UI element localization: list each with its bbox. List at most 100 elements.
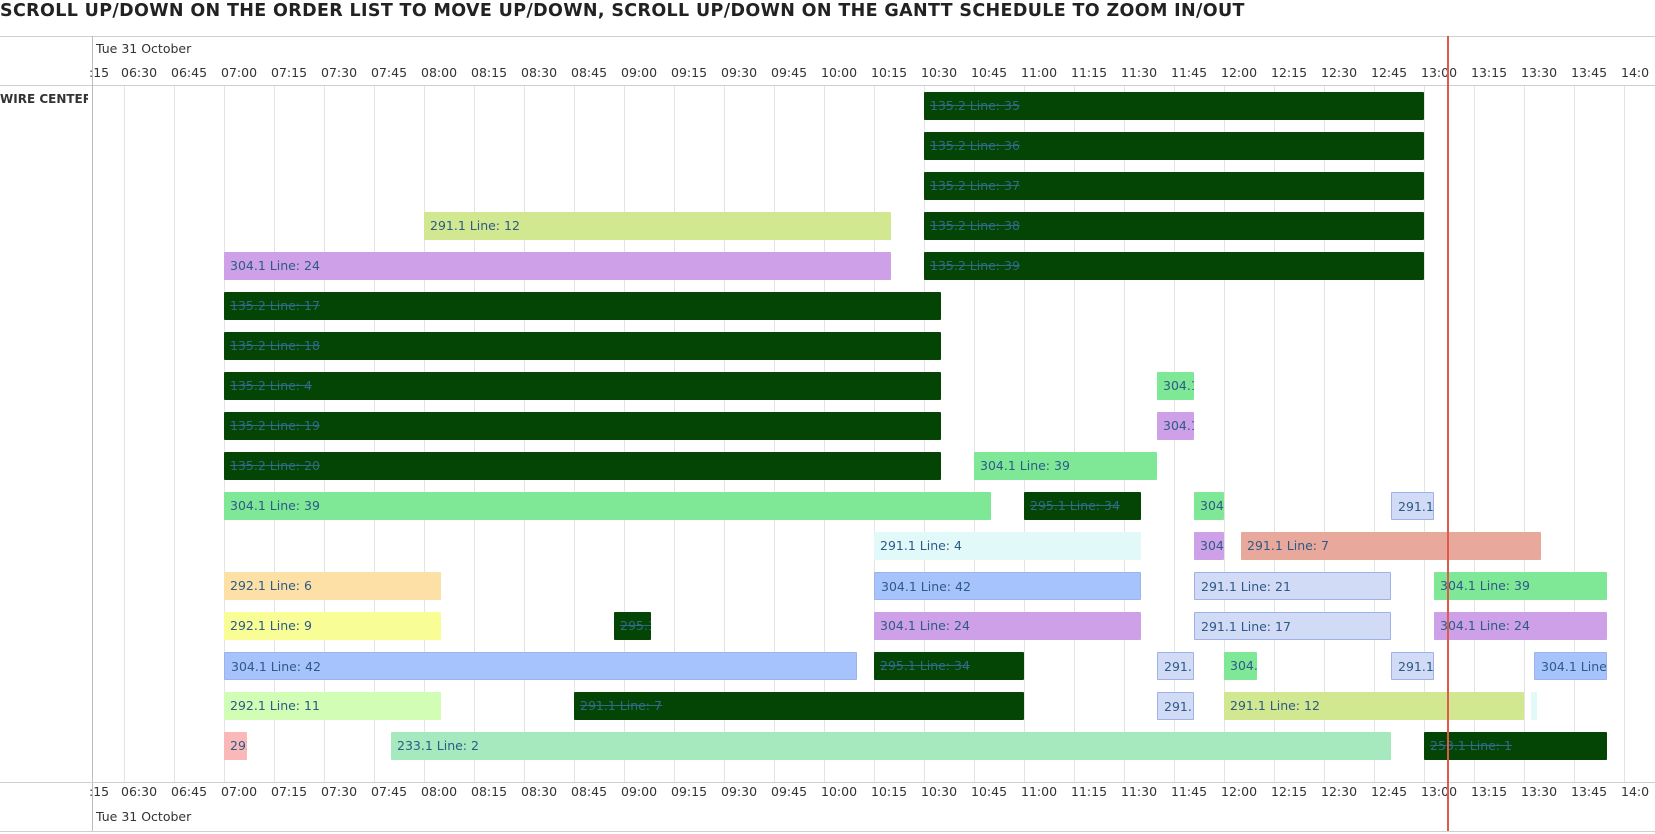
time-tick-bottom: 13:30 (1521, 784, 1558, 799)
gantt-bar[interactable]: 233.1 Line: 2 (391, 732, 1391, 760)
gantt-bar[interactable]: 304.1 (1194, 492, 1224, 520)
grid-line (1624, 86, 1625, 782)
time-tick-bottom: 10:45 (971, 784, 1008, 799)
gantt-bar[interactable]: 135.2 Line: 20 (224, 452, 941, 480)
grid-line (1024, 86, 1025, 782)
resource-column-divider (92, 36, 93, 831)
current-time-indicator (1447, 36, 1449, 831)
gantt-bar[interactable]: 291.1 (1157, 652, 1194, 680)
gantt-bar[interactable]: 304.1 Line: 42 (1534, 652, 1607, 680)
time-tick-top: 08:15 (471, 65, 508, 80)
gantt-bar[interactable]: 291.1 Line (1391, 492, 1434, 520)
time-tick-bottom: 10:15 (871, 784, 908, 799)
gantt-bar[interactable]: 291.1 Line: 7 (1241, 532, 1541, 560)
grid-line (1474, 86, 1475, 782)
gantt-bar[interactable]: 135.2 Line: 4 (224, 372, 941, 400)
gantt-bar[interactable]: 135.2 Line: 17 (224, 292, 941, 320)
time-tick-bottom: 14:0 (1621, 784, 1650, 799)
gantt-bar[interactable]: 304.1 Line: 24 (1434, 612, 1607, 640)
time-tick-top: 12:45 (1371, 65, 1408, 80)
time-tick-bottom: :15 (89, 784, 110, 799)
gantt-bar[interactable]: 295.1 Line: 34 (1024, 492, 1141, 520)
time-tick-top: 11:45 (1171, 65, 1208, 80)
gantt-bar[interactable]: 292.1 Line: 9 (224, 612, 441, 640)
time-tick-top: 11:00 (1021, 65, 1058, 80)
time-tick-bottom: 10:00 (821, 784, 858, 799)
gantt-bar[interactable]: 291.1 Line (1391, 652, 1434, 680)
time-tick-bottom: 12:00 (1221, 784, 1258, 799)
gantt-bar[interactable]: 295.1 (614, 612, 651, 640)
gantt-bar[interactable]: 291.1 (1157, 692, 1194, 720)
time-tick-top: 09:15 (671, 65, 708, 80)
grid-line (974, 86, 975, 782)
time-tick-top: 10:00 (821, 65, 858, 80)
time-tick-bottom: 12:45 (1371, 784, 1408, 799)
time-tick-bottom: 11:15 (1071, 784, 1108, 799)
time-tick-bottom: 09:15 (671, 784, 708, 799)
gantt-bar[interactable]: 304.1 Line: 42 (224, 652, 857, 680)
gantt-bar[interactable]: 304.1 (1157, 372, 1194, 400)
gantt-bar[interactable]: 291.1 Line: 7 (574, 692, 1024, 720)
time-tick-top: 06:30 (121, 65, 158, 80)
time-tick-top: 12:15 (1271, 65, 1308, 80)
gantt-bar[interactable]: 304.1 Line: 24 (224, 252, 891, 280)
time-tick-bottom: 08:15 (471, 784, 508, 799)
gantt-bar[interactable]: 304.1 Line: 39 (1434, 572, 1607, 600)
time-tick-bottom: 08:30 (521, 784, 558, 799)
time-tick-bottom: 08:45 (571, 784, 608, 799)
gantt-bar[interactable]: 135.2 Line: 18 (224, 332, 941, 360)
time-tick-top: 12:00 (1221, 65, 1258, 80)
grid-line (1424, 86, 1425, 782)
grid-line (1324, 86, 1325, 782)
footer-top-border (0, 782, 1655, 783)
grid-line (174, 86, 175, 782)
header-bottom-border (0, 85, 1655, 86)
gantt-bar[interactable]: 135.2 Line: 37 (924, 172, 1424, 200)
gantt-bar[interactable]: 292.1 Line: 11 (224, 692, 441, 720)
time-tick-bottom: 11:30 (1121, 784, 1158, 799)
time-tick-bottom: 07:00 (221, 784, 258, 799)
footer-date: Tue 31 October (96, 809, 192, 824)
gantt-bar[interactable]: 304.1 (1224, 652, 1257, 680)
gantt-bar[interactable]: 291.1 Line: 21 (1194, 572, 1391, 600)
gantt-bar[interactable]: 291.1 Line: 4 (874, 532, 1141, 560)
footer-bottom-border (0, 831, 1655, 832)
gantt-bar[interactable]: 304.1 (1157, 412, 1194, 440)
gantt-bar[interactable]: 304.1 (1194, 532, 1224, 560)
gantt-bar[interactable]: 304.1 Line: 39 (224, 492, 991, 520)
time-tick-top: 09:00 (621, 65, 658, 80)
time-tick-top: 10:30 (921, 65, 958, 80)
time-tick-top: 10:45 (971, 65, 1008, 80)
time-tick-top: 08:30 (521, 65, 558, 80)
gantt-bar[interactable]: 292.1 Line: 6 (224, 572, 441, 600)
gantt-bar[interactable]: 135.2 Line: 39 (924, 252, 1424, 280)
gantt-bar[interactable]: 135.2 Line: 36 (924, 132, 1424, 160)
grid-line (1124, 86, 1125, 782)
gantt-bar[interactable]: 291.1 Line: 17 (1194, 612, 1391, 640)
gantt-bar[interactable]: 291.1 Line: 12 (424, 212, 891, 240)
gantt-bar[interactable]: 253.1 Line: 1 (1424, 732, 1607, 760)
gantt-bar[interactable]: 291.1 Line: 12 (1224, 692, 1524, 720)
gantt-bar[interactable] (1531, 692, 1537, 720)
time-tick-bottom: 07:30 (321, 784, 358, 799)
time-tick-top: 08:45 (571, 65, 608, 80)
gantt-bar[interactable]: 135.2 Line: 35 (924, 92, 1424, 120)
time-tick-top: 07:30 (321, 65, 358, 80)
resource-label-wire-center[interactable]: WIRE CENTER (0, 92, 88, 106)
gantt-bar[interactable]: 135.2 Line: 38 (924, 212, 1424, 240)
gantt-bar[interactable]: 292.1 (224, 732, 247, 760)
gantt-bar[interactable]: 304.1 Line: 39 (974, 452, 1157, 480)
instruction-banner: SCROLL UP/DOWN ON THE ORDER LIST TO MOVE… (0, 1, 1245, 21)
time-tick-top: :15 (89, 65, 110, 80)
gantt-bar[interactable]: 295.1 Line: 34 (874, 652, 1024, 680)
grid-line (1524, 86, 1525, 782)
gantt-bar[interactable]: 304.1 Line: 42 (874, 572, 1141, 600)
time-tick-top: 13:30 (1521, 65, 1558, 80)
time-tick-top: 14:0 (1621, 65, 1650, 80)
time-tick-bottom: 11:45 (1171, 784, 1208, 799)
time-tick-top: 13:15 (1471, 65, 1508, 80)
gantt-bar[interactable]: 304.1 Line: 24 (874, 612, 1141, 640)
time-tick-bottom: 12:30 (1321, 784, 1358, 799)
time-tick-bottom: 12:15 (1271, 784, 1308, 799)
gantt-bar[interactable]: 135.2 Line: 19 (224, 412, 941, 440)
